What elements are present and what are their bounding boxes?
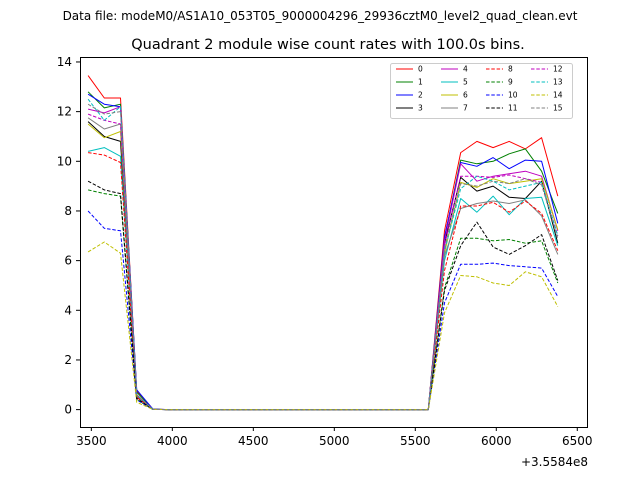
legend-label-12: 12	[553, 65, 563, 74]
legend-label-7: 7	[463, 104, 468, 113]
y-tick-label: 12	[57, 105, 72, 119]
x-axis: 3500 4000 4500 5000 5500 6000 6500	[76, 427, 593, 448]
y-tick-label: 6	[64, 254, 72, 268]
y-tick-label: 0	[64, 403, 72, 417]
series-line-0	[87, 75, 559, 411]
legend-label-6: 6	[463, 91, 468, 100]
legend-label-10: 10	[508, 91, 518, 100]
y-tick-label: 2	[64, 353, 72, 367]
legend-label-13: 13	[553, 78, 563, 87]
legend-label-3: 3	[418, 104, 423, 113]
series-line-3	[87, 121, 559, 411]
y-tick-label: 4	[64, 303, 72, 317]
legend-label-9: 9	[508, 78, 513, 87]
y-tick-label: 10	[57, 154, 72, 168]
series-line-6	[87, 123, 559, 411]
plot-lines	[87, 75, 559, 411]
legend-label-11: 11	[508, 104, 518, 113]
x-tick-label: 3500	[76, 434, 107, 448]
legend-label-2: 2	[418, 91, 423, 100]
chart-title: Quadrant 2 module wise count rates with …	[131, 37, 525, 53]
legend-label-5: 5	[463, 78, 468, 87]
series-line-9	[87, 189, 559, 411]
series-line-2	[87, 93, 559, 411]
x-tick-label: 6000	[481, 434, 512, 448]
legend-frame	[390, 63, 573, 119]
x-tick-label: 5000	[319, 434, 350, 448]
x-tick-label: 4500	[238, 434, 269, 448]
series-line-5	[87, 147, 559, 411]
series-line-14	[87, 241, 559, 411]
x-tick-label: 5500	[400, 434, 431, 448]
x-offset-label: +3.5584e8	[521, 455, 588, 469]
legend-label-4: 4	[463, 65, 468, 74]
y-tick-label: 8	[64, 204, 72, 218]
series-line-4	[87, 106, 559, 411]
series-line-15	[87, 103, 559, 411]
legend-label-0: 0	[418, 65, 423, 74]
y-axis: 0 2 4 6 8 10 12 14	[57, 55, 80, 417]
series-line-1	[87, 91, 559, 411]
series-line-12	[87, 113, 559, 411]
plot-frame	[80, 57, 588, 428]
figure-suptitle: Data file: modeM0/AS1A10_053T05_90000042…	[63, 9, 578, 23]
legend-label-8: 8	[508, 65, 513, 74]
legend-label-1: 1	[418, 78, 423, 87]
series-line-10	[87, 210, 559, 411]
x-tick-label: 4000	[157, 434, 188, 448]
x-tick-label: 6500	[562, 434, 593, 448]
y-tick-label: 14	[57, 55, 72, 69]
series-line-11	[87, 180, 559, 411]
legend-label-14: 14	[553, 91, 563, 100]
legend-label-15: 15	[553, 104, 563, 113]
